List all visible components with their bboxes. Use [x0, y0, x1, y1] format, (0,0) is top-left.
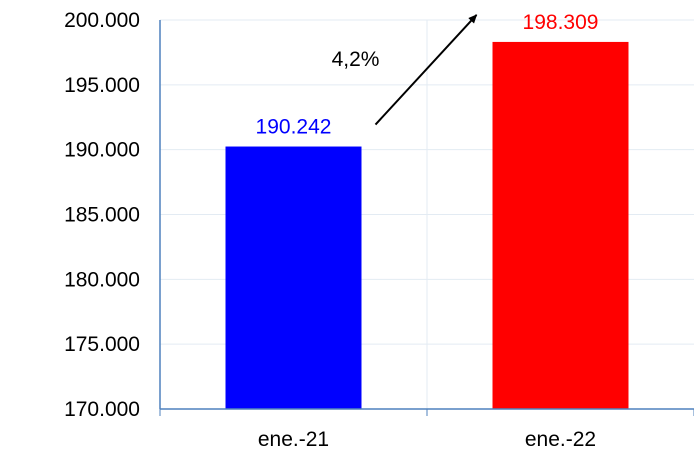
growth-annotation: 4,2% [332, 14, 478, 126]
x-tick-label: ene.-21 [258, 428, 329, 451]
y-tick-label: 200.000 [64, 9, 140, 32]
data-labels: 190.242 198.309 [256, 11, 599, 139]
data-label: 198.309 [523, 11, 599, 34]
y-tick-label: 185.000 [64, 204, 140, 227]
growth-percent-label: 4,2% [332, 48, 380, 71]
bar-ene.-22 [492, 41, 629, 409]
bars [225, 41, 629, 409]
x-tick-labels: ene.-21 ene.-22 [258, 428, 596, 451]
y-tick-label: 175.000 [64, 333, 140, 356]
bar-ene.-21 [225, 146, 362, 409]
x-tick-label: ene.-22 [525, 428, 596, 451]
y-tick-label: 180.000 [64, 268, 140, 291]
data-label: 190.242 [256, 116, 332, 139]
y-tick-labels: 170.000 175.000 180.000 185.000 190.000 195.0… [64, 9, 140, 421]
growth-arrow [374, 14, 478, 126]
axes [159, 20, 694, 416]
y-tick-label: 170.000 [64, 398, 140, 421]
y-tick-label: 195.000 [64, 74, 140, 97]
y-tick-label: 190.000 [64, 139, 140, 162]
